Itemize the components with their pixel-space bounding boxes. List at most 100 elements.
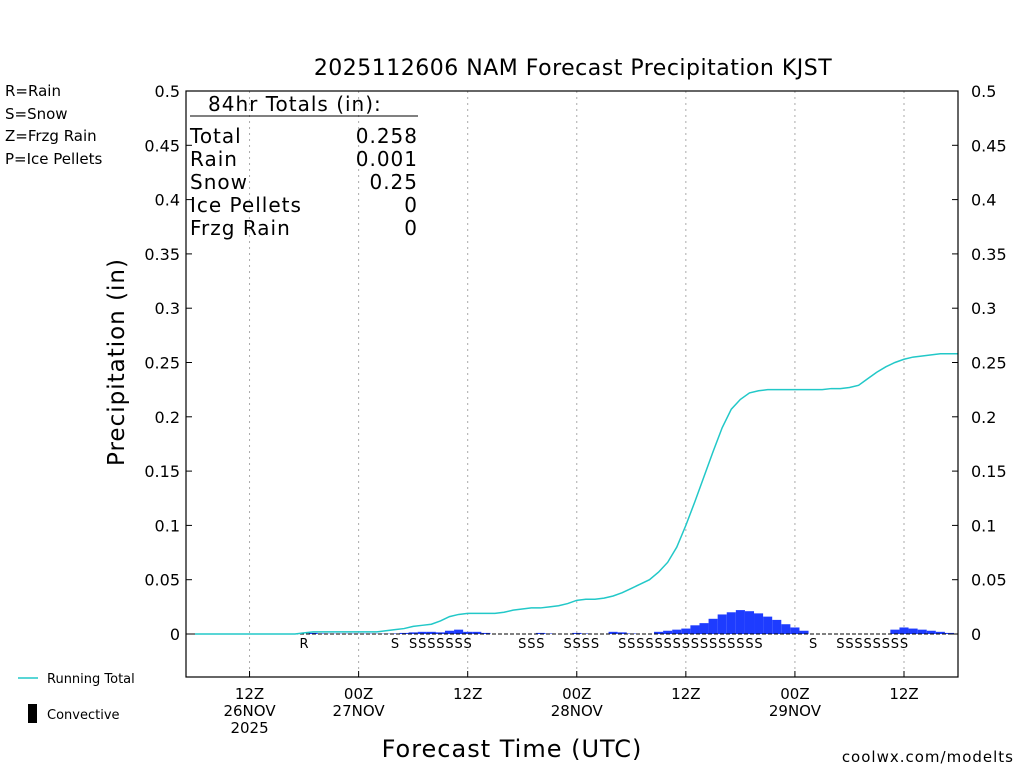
y-axis-right: 0 0.05 0.1 0.15 0.2 0.25 0.3 0.35 0.4 0.45 0.5 <box>952 82 1007 644</box>
plot-frame <box>185 90 959 678</box>
x-tick-label: 28NOV <box>551 702 604 720</box>
ptype-marker: S <box>900 637 908 652</box>
x-tick-label: 00Z <box>562 685 591 703</box>
x-tick-label: 12Z <box>889 685 918 703</box>
totals-row-value: 0.25 <box>369 170 418 194</box>
precip-bar <box>708 618 718 634</box>
ptype-marker: S <box>854 637 862 652</box>
ptype-marker: S <box>891 637 899 652</box>
precip-bar <box>408 632 418 634</box>
totals-heading: 84hr Totals (in): <box>208 92 382 116</box>
footer-credit: coolwx.com/modelts <box>842 748 1014 766</box>
totals-row-label: Rain <box>190 147 238 171</box>
precip-bar <box>444 630 455 634</box>
precip-bar <box>735 610 745 634</box>
precip-bar <box>781 624 791 634</box>
y-tick-label: 0.4 <box>155 191 180 210</box>
ptype-marker: S <box>573 637 581 652</box>
totals-row-label: Ice Pellets <box>190 193 302 217</box>
precip-bar <box>572 632 582 634</box>
ptype-marker: S <box>445 637 453 652</box>
y-tick-label: 0.3 <box>971 299 996 318</box>
y-tick-label: 0.15 <box>971 462 1007 481</box>
totals-box: 84hr Totals (in): Total 0.258 Rain 0.001 Sno… <box>189 92 418 240</box>
y-tick-label: 0 <box>971 625 981 644</box>
ptype-marker: S <box>836 637 844 652</box>
ptype-marker: S <box>409 637 417 652</box>
bottom-legend: Running Total Convective <box>18 672 135 723</box>
precip-bars <box>308 610 954 634</box>
totals-rows: Total 0.258 Rain 0.001 Snow 0.25 Ice Pellets 0 F… <box>189 124 418 240</box>
precip-bar <box>772 619 782 634</box>
y-tick-label: 0.45 <box>144 136 180 155</box>
ptype-marker: S <box>645 637 653 652</box>
legend-frzg: Z=Frzg Rain <box>5 127 97 145</box>
totals-row-value: 0.001 <box>356 147 418 171</box>
y-tick-label: 0.1 <box>971 516 996 535</box>
ptype-marker: S <box>636 637 644 652</box>
precip-bar <box>617 632 627 634</box>
y-tick-label: 0.3 <box>155 299 180 318</box>
precip-bar <box>672 629 682 634</box>
precip-bar <box>717 614 727 634</box>
precip-bar <box>481 632 491 634</box>
precip-bar <box>726 612 736 634</box>
ptype-marker: S <box>664 637 672 652</box>
totals-row-value: 0 <box>404 216 418 240</box>
precip-bar <box>899 627 909 634</box>
ptype-marker: S <box>391 637 399 652</box>
y-tick-label: 0.05 <box>971 571 1007 590</box>
y-tick-label: 0 <box>170 625 180 644</box>
ptype-marker: S <box>582 637 590 652</box>
y-tick-label: 0.5 <box>971 82 996 101</box>
precip-bar <box>663 630 673 634</box>
ptype-marker: S <box>618 637 626 652</box>
precip-bar <box>454 629 464 634</box>
ptype-marker: S <box>873 637 881 652</box>
legend-ice: P=Ice Pellets <box>5 150 102 168</box>
ptype-marker: S <box>845 637 853 652</box>
ptype-marker: S <box>700 637 708 652</box>
convective-swatch <box>28 704 37 723</box>
running-total-line <box>195 353 959 635</box>
ptype-marker: S <box>427 637 435 652</box>
precip-bar <box>908 628 918 634</box>
ptype-marker: S <box>727 637 735 652</box>
x-tick-label: 29NOV <box>769 702 822 720</box>
y-tick-label: 0.05 <box>144 571 180 590</box>
precip-bar <box>317 633 327 634</box>
y-tick-label: 0.5 <box>155 82 180 101</box>
totals-row-label: Frzg Rain <box>190 216 291 240</box>
ptype-marker: S <box>436 637 444 652</box>
precip-bar <box>435 632 445 634</box>
precip-bar <box>690 625 700 634</box>
precip-bar <box>417 631 427 634</box>
ptype-marker: S <box>754 637 762 652</box>
ptype-legend: R=Rain S=Snow Z=Frzg Rain P=Ice Pellets <box>5 82 102 168</box>
x-tick-label: 12Z <box>671 685 700 703</box>
legend-snow: S=Snow <box>5 105 68 123</box>
precip-bar <box>699 623 709 634</box>
precip-bar <box>654 631 664 634</box>
precip-bar <box>608 631 618 634</box>
precip-bar <box>926 630 936 634</box>
running-total-label: Running Total <box>47 672 135 687</box>
ptype-marker: S <box>454 637 462 652</box>
precip-bar <box>890 629 900 634</box>
precip-bar <box>535 632 545 634</box>
ptype-marker: S <box>709 637 717 652</box>
x-tick-label: 2025 <box>230 719 268 737</box>
y-tick-label: 0.25 <box>144 354 180 373</box>
y-axis-left: 0 0.05 0.1 0.15 0.2 0.25 0.3 0.35 0.4 0.45 0.5 <box>144 82 192 644</box>
y-tick-label: 0.35 <box>144 245 180 264</box>
ptype-marker: S <box>809 637 817 652</box>
ptype-marker: S <box>627 637 635 652</box>
precip-bar <box>799 630 809 634</box>
totals-row-label: Snow <box>190 170 248 194</box>
x-tick-label: 00Z <box>780 685 809 703</box>
y-tick-label: 0.2 <box>155 408 180 427</box>
ptype-marker: S <box>464 637 472 652</box>
precip-bar <box>763 616 773 634</box>
ptype-marker: S <box>673 637 681 652</box>
